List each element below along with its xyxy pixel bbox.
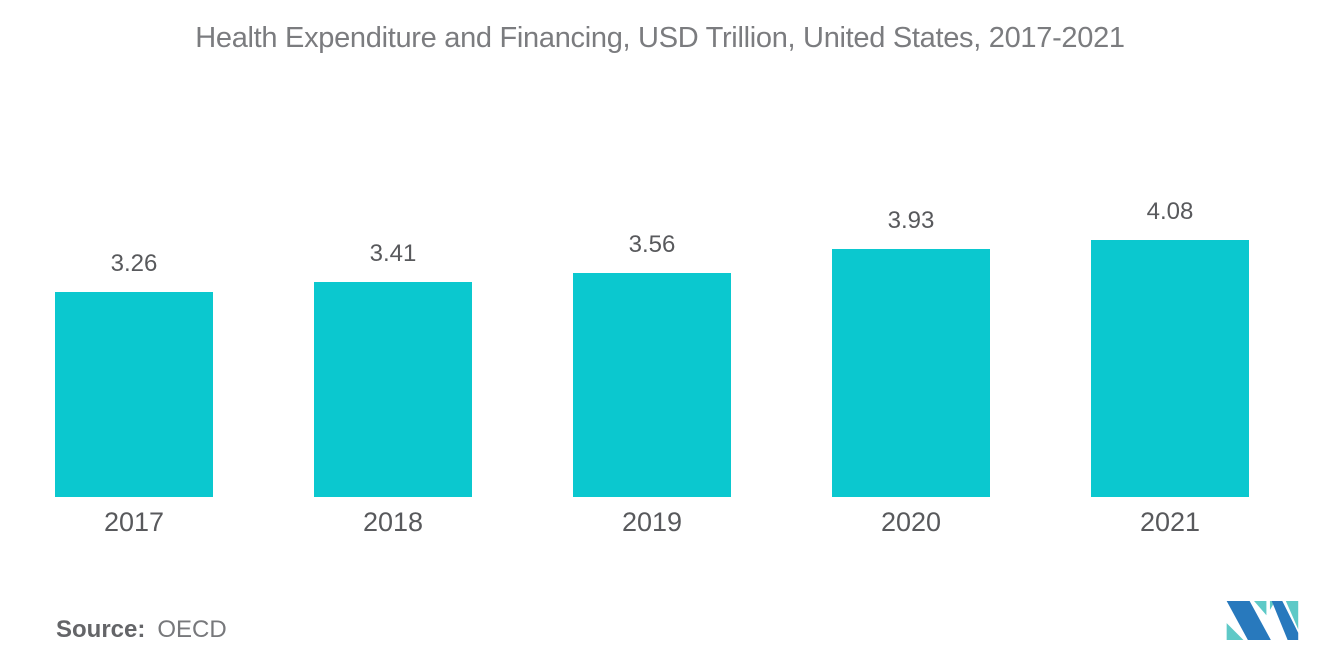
bar-2019	[573, 273, 731, 497]
bar-year-label: 2018	[362, 507, 424, 537]
bar-value-label: 3.26	[110, 250, 158, 277]
bar-2017	[55, 292, 213, 497]
logo-blue-left-diagonal	[1226, 601, 1271, 640]
mordor-intelligence-logo	[1226, 601, 1299, 640]
bar-2021	[1091, 240, 1249, 497]
bar-year-label: 2020	[880, 507, 942, 537]
bar-2018	[314, 282, 472, 497]
bar-value-label: 3.56	[628, 231, 676, 258]
bar-year-label: 2021	[1139, 507, 1201, 537]
source-row: Source: OECD	[56, 616, 227, 644]
source-label: Source:	[56, 616, 146, 643]
chart-title: Health Expenditure and Financing, USD Tr…	[195, 22, 1125, 54]
bar-2020	[832, 249, 990, 497]
bar-year-label: 2019	[621, 507, 683, 537]
bar-year-label: 2017	[103, 507, 165, 537]
logo-blue-right-diagonal	[1271, 601, 1299, 640]
logo-teal-sliver-triangle	[1269, 601, 1276, 610]
bar-chart: 3.26 2017 3.41 2018 3.56 2019 3.93 2020 4.08 2021	[55, 198, 1249, 537]
source-value: OECD	[157, 616, 227, 643]
logo-teal-middle-triangle	[1254, 601, 1267, 616]
bar-value-label: 3.41	[369, 240, 417, 267]
logo-teal-top-right-triangle	[1285, 601, 1299, 630]
logo-teal-bottom-left-triangle	[1226, 623, 1244, 640]
bar-value-label: 4.08	[1146, 198, 1194, 225]
bar-value-label: 3.93	[887, 207, 935, 234]
